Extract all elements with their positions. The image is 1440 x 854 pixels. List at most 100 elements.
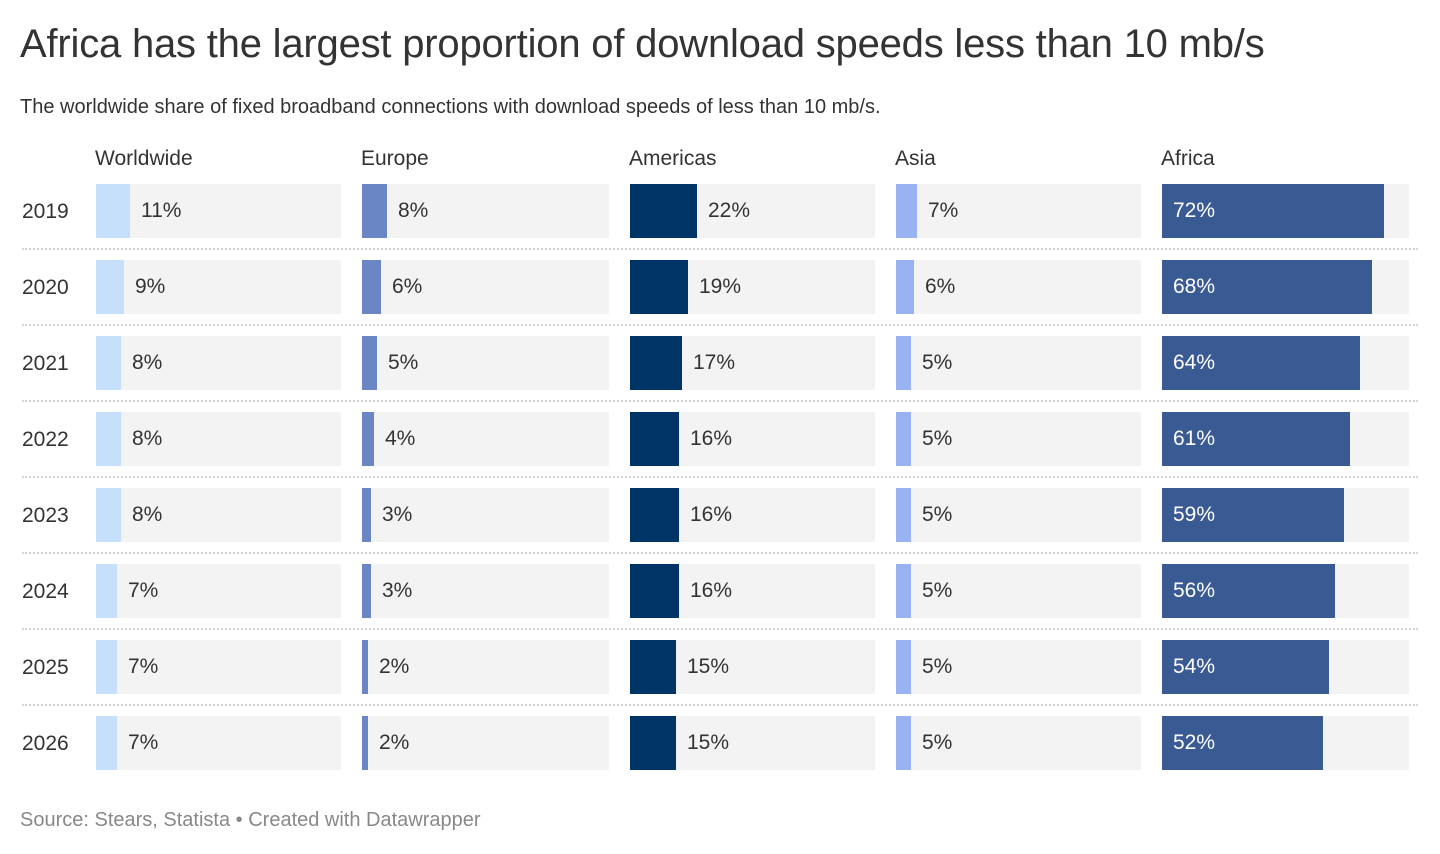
data-label: 16% [690, 427, 733, 450]
data-label: 8% [132, 427, 163, 450]
bar-track: 6% [896, 260, 1141, 314]
data-label: 15% [687, 731, 730, 754]
data-label: 6% [392, 275, 423, 298]
bar-europe-2020 [362, 260, 381, 314]
bar-europe-2024 [362, 564, 371, 618]
data-label: 16% [690, 503, 733, 526]
data-label: 19% [699, 275, 742, 298]
panel-label-asia: Asia [895, 147, 936, 170]
bar-asia-2022 [896, 412, 911, 466]
bar-track: 15% [630, 716, 875, 770]
bar-europe-2021 [362, 336, 377, 390]
data-label: 59% [1173, 503, 1216, 526]
year-label-2020: 2020 [22, 276, 69, 299]
bar-track: 7% [96, 716, 341, 770]
bar-americas-2022 [630, 412, 679, 466]
bar-track: 72% [1162, 184, 1409, 238]
bar-track: 16% [630, 412, 875, 466]
bar-asia-2024 [896, 564, 911, 618]
bar-track: 9% [96, 260, 341, 314]
data-label: 8% [132, 503, 163, 526]
data-label: 5% [922, 351, 953, 374]
bar-track: 8% [96, 488, 341, 542]
bar-track: 16% [630, 488, 875, 542]
data-label: 61% [1173, 427, 1216, 450]
bar-track: 5% [362, 336, 609, 390]
data-label: 2% [379, 731, 410, 754]
bar-europe-2022 [362, 412, 374, 466]
bar-track: 8% [362, 184, 609, 238]
bar-track: 22% [630, 184, 875, 238]
row-separator [22, 400, 1418, 402]
bar-americas-2024 [630, 564, 679, 618]
bar-americas-2020 [630, 260, 688, 314]
bar-track: 4% [362, 412, 609, 466]
bar-track: 3% [362, 564, 609, 618]
data-label: 5% [388, 351, 419, 374]
data-label: 6% [925, 275, 956, 298]
data-label: 72% [1173, 199, 1216, 222]
bar-track: 19% [630, 260, 875, 314]
year-label-2021: 2021 [22, 352, 69, 375]
year-label-2025: 2025 [22, 656, 69, 679]
year-label-2019: 2019 [22, 200, 69, 223]
bar-africa-2026 [1162, 716, 1323, 770]
row-separator [22, 628, 1418, 630]
bar-worldwide-2019 [96, 184, 130, 238]
bar-asia-2025 [896, 640, 911, 694]
bar-africa-2022 [1162, 412, 1350, 466]
bar-track: 52% [1162, 716, 1409, 770]
row-separator [22, 552, 1418, 554]
bar-track: 56% [1162, 564, 1409, 618]
bar-africa-2019 [1162, 184, 1384, 238]
bar-worldwide-2024 [96, 564, 117, 618]
data-label: 7% [128, 655, 159, 678]
bar-track: 15% [630, 640, 875, 694]
bar-americas-2021 [630, 336, 682, 390]
bar-track: 5% [896, 716, 1141, 770]
bar-track: 16% [630, 564, 875, 618]
panel-label-africa: Africa [1161, 147, 1215, 170]
bar-track: 11% [96, 184, 341, 238]
data-label: 2% [379, 655, 410, 678]
data-label: 7% [928, 199, 959, 222]
bar-track: 5% [896, 564, 1141, 618]
chart-subtitle: The worldwide share of fixed broadband c… [20, 96, 881, 118]
year-label-2024: 2024 [22, 580, 69, 603]
data-label: 8% [398, 199, 429, 222]
bar-europe-2025 [362, 640, 368, 694]
bar-track: 7% [896, 184, 1141, 238]
bar-americas-2019 [630, 184, 697, 238]
bar-africa-2021 [1162, 336, 1360, 390]
panel-label-worldwide: Worldwide [95, 147, 193, 170]
chart-title: Africa has the largest proportion of dow… [20, 22, 1265, 66]
panel-label-europe: Europe [361, 147, 429, 170]
data-label: 15% [687, 655, 730, 678]
bar-asia-2020 [896, 260, 914, 314]
bar-track: 59% [1162, 488, 1409, 542]
row-separator [22, 476, 1418, 478]
bar-track: 6% [362, 260, 609, 314]
data-label: 3% [382, 503, 413, 526]
bar-americas-2026 [630, 716, 676, 770]
bar-track: 64% [1162, 336, 1409, 390]
bar-worldwide-2023 [96, 488, 121, 542]
bar-asia-2026 [896, 716, 911, 770]
bar-worldwide-2021 [96, 336, 121, 390]
data-label: 68% [1173, 275, 1216, 298]
data-label: 5% [922, 427, 953, 450]
data-label: 7% [128, 579, 159, 602]
bar-europe-2023 [362, 488, 371, 542]
bar-americas-2025 [630, 640, 676, 694]
data-label: 5% [922, 579, 953, 602]
bar-worldwide-2022 [96, 412, 121, 466]
data-label: 17% [693, 351, 736, 374]
data-label: 52% [1173, 731, 1216, 754]
data-label: 64% [1173, 351, 1216, 374]
bar-africa-2025 [1162, 640, 1329, 694]
bar-track: 54% [1162, 640, 1409, 694]
source-note: Source: Stears, Statista • Created with … [20, 809, 481, 831]
bar-africa-2023 [1162, 488, 1344, 542]
data-label: 5% [922, 503, 953, 526]
data-label: 7% [128, 731, 159, 754]
